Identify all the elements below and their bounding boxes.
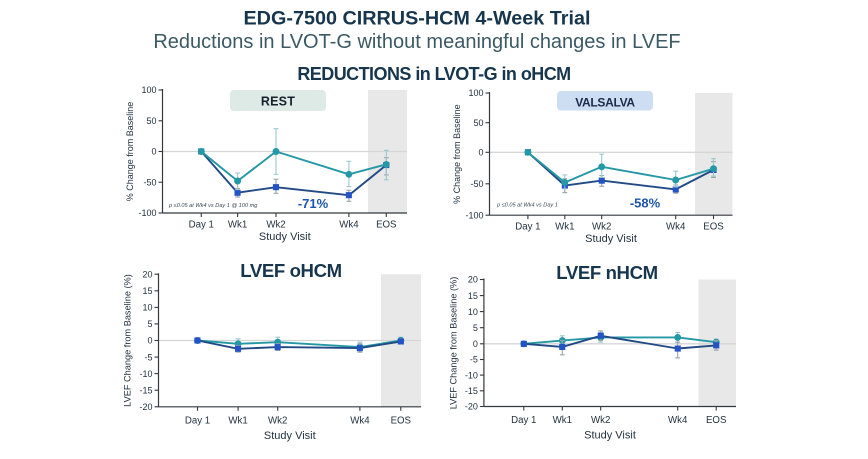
svg-text:Wk1: Wk1	[555, 222, 574, 233]
svg-text:0: 0	[478, 148, 483, 158]
svg-text:100: 100	[141, 85, 156, 95]
svg-text:0: 0	[151, 147, 156, 157]
svg-text:-58%: -58%	[630, 196, 661, 211]
svg-text:p ≤0.05 at Wk4 vs Day 1 @ 100: p ≤0.05 at Wk4 vs Day 1 @ 100 mg	[168, 203, 258, 209]
svg-text:p ≤0.05 at Wk4 vs Day 1: p ≤0.05 at Wk4 vs Day 1	[496, 203, 558, 209]
svg-text:Study Visit: Study Visit	[264, 430, 316, 442]
svg-text:Wk4: Wk4	[666, 222, 686, 233]
svg-text:10: 10	[142, 303, 152, 313]
svg-text:5: 5	[147, 319, 152, 329]
svg-text:20: 20	[142, 269, 152, 279]
svg-text:Wk4: Wk4	[350, 415, 370, 426]
svg-text:15: 15	[468, 291, 478, 301]
svg-text:Day 1: Day 1	[515, 222, 540, 233]
svg-text:-5: -5	[470, 355, 478, 365]
svg-text:20: 20	[468, 275, 478, 285]
svg-text:Wk2: Wk2	[592, 222, 611, 233]
svg-text:Day 1: Day 1	[185, 415, 210, 426]
svg-text:% Change from Baseline: % Change from Baseline	[452, 104, 462, 204]
svg-text:50: 50	[473, 118, 483, 128]
svg-text:Study Visit: Study Visit	[259, 231, 311, 243]
svg-text:15: 15	[142, 286, 152, 296]
svg-text:Wk1: Wk1	[228, 220, 247, 231]
svg-text:0: 0	[473, 339, 478, 349]
svg-text:-10: -10	[139, 369, 152, 379]
svg-text:-100: -100	[138, 208, 156, 218]
svg-text:LVEF Change from Baseline (%: LVEF Change from Baseline (%)	[448, 277, 458, 410]
svg-text:-15: -15	[465, 386, 478, 396]
svg-text:10: 10	[468, 307, 478, 317]
svg-text:Reductions in LVOT-G without m: Reductions in LVOT-G without meaningful …	[153, 31, 680, 53]
svg-text:-100: -100	[465, 210, 483, 220]
svg-text:Wk2: Wk2	[268, 415, 287, 426]
svg-text:50: 50	[146, 116, 156, 126]
svg-text:Wk1: Wk1	[228, 415, 247, 426]
svg-text:Study Visit: Study Visit	[584, 430, 636, 442]
svg-text:REDUCTIONS in LVOT-G in oHCM: REDUCTIONS in LVOT-G in oHCM	[297, 64, 570, 84]
svg-text:EOS: EOS	[376, 220, 397, 231]
svg-text:Wk1: Wk1	[553, 415, 572, 426]
svg-text:VALSALVA: VALSALVA	[575, 95, 635, 109]
svg-text:Wk4: Wk4	[668, 415, 688, 426]
svg-text:LVEF oHCM: LVEF oHCM	[240, 260, 341, 281]
svg-text:0: 0	[147, 336, 152, 346]
svg-text:-50: -50	[143, 177, 156, 187]
svg-text:-20: -20	[465, 402, 478, 412]
svg-text:LVEF Change from Baseline (%: LVEF Change from Baseline (%)	[123, 274, 133, 407]
svg-text:% Change from Baseline: % Change from Baseline	[125, 102, 135, 202]
svg-text:EOS: EOS	[391, 415, 412, 426]
svg-text:-5: -5	[144, 352, 152, 362]
svg-text:-71%: -71%	[298, 196, 329, 211]
svg-text:-20: -20	[139, 402, 152, 412]
svg-text:-15: -15	[139, 385, 152, 395]
svg-text:-10: -10	[465, 370, 478, 380]
svg-text:EDG-7500 CIRRUS-HCM 4-Week Tri: EDG-7500 CIRRUS-HCM 4-Week Trial	[243, 8, 590, 30]
svg-text:Wk2: Wk2	[266, 220, 285, 231]
svg-text:Day 1: Day 1	[511, 415, 536, 426]
svg-text:LVEF nHCM: LVEF nHCM	[556, 262, 657, 283]
svg-text:Wk4: Wk4	[339, 220, 359, 231]
svg-text:Wk2: Wk2	[591, 415, 610, 426]
svg-text:100: 100	[468, 88, 483, 98]
svg-text:Day 1: Day 1	[189, 220, 214, 231]
svg-text:5: 5	[473, 323, 478, 333]
svg-text:EOS: EOS	[703, 222, 724, 233]
svg-text:-50: -50	[470, 179, 483, 189]
svg-text:REST: REST	[261, 95, 295, 109]
svg-text:EOS: EOS	[706, 415, 727, 426]
svg-text:Study Visit: Study Visit	[585, 233, 637, 245]
